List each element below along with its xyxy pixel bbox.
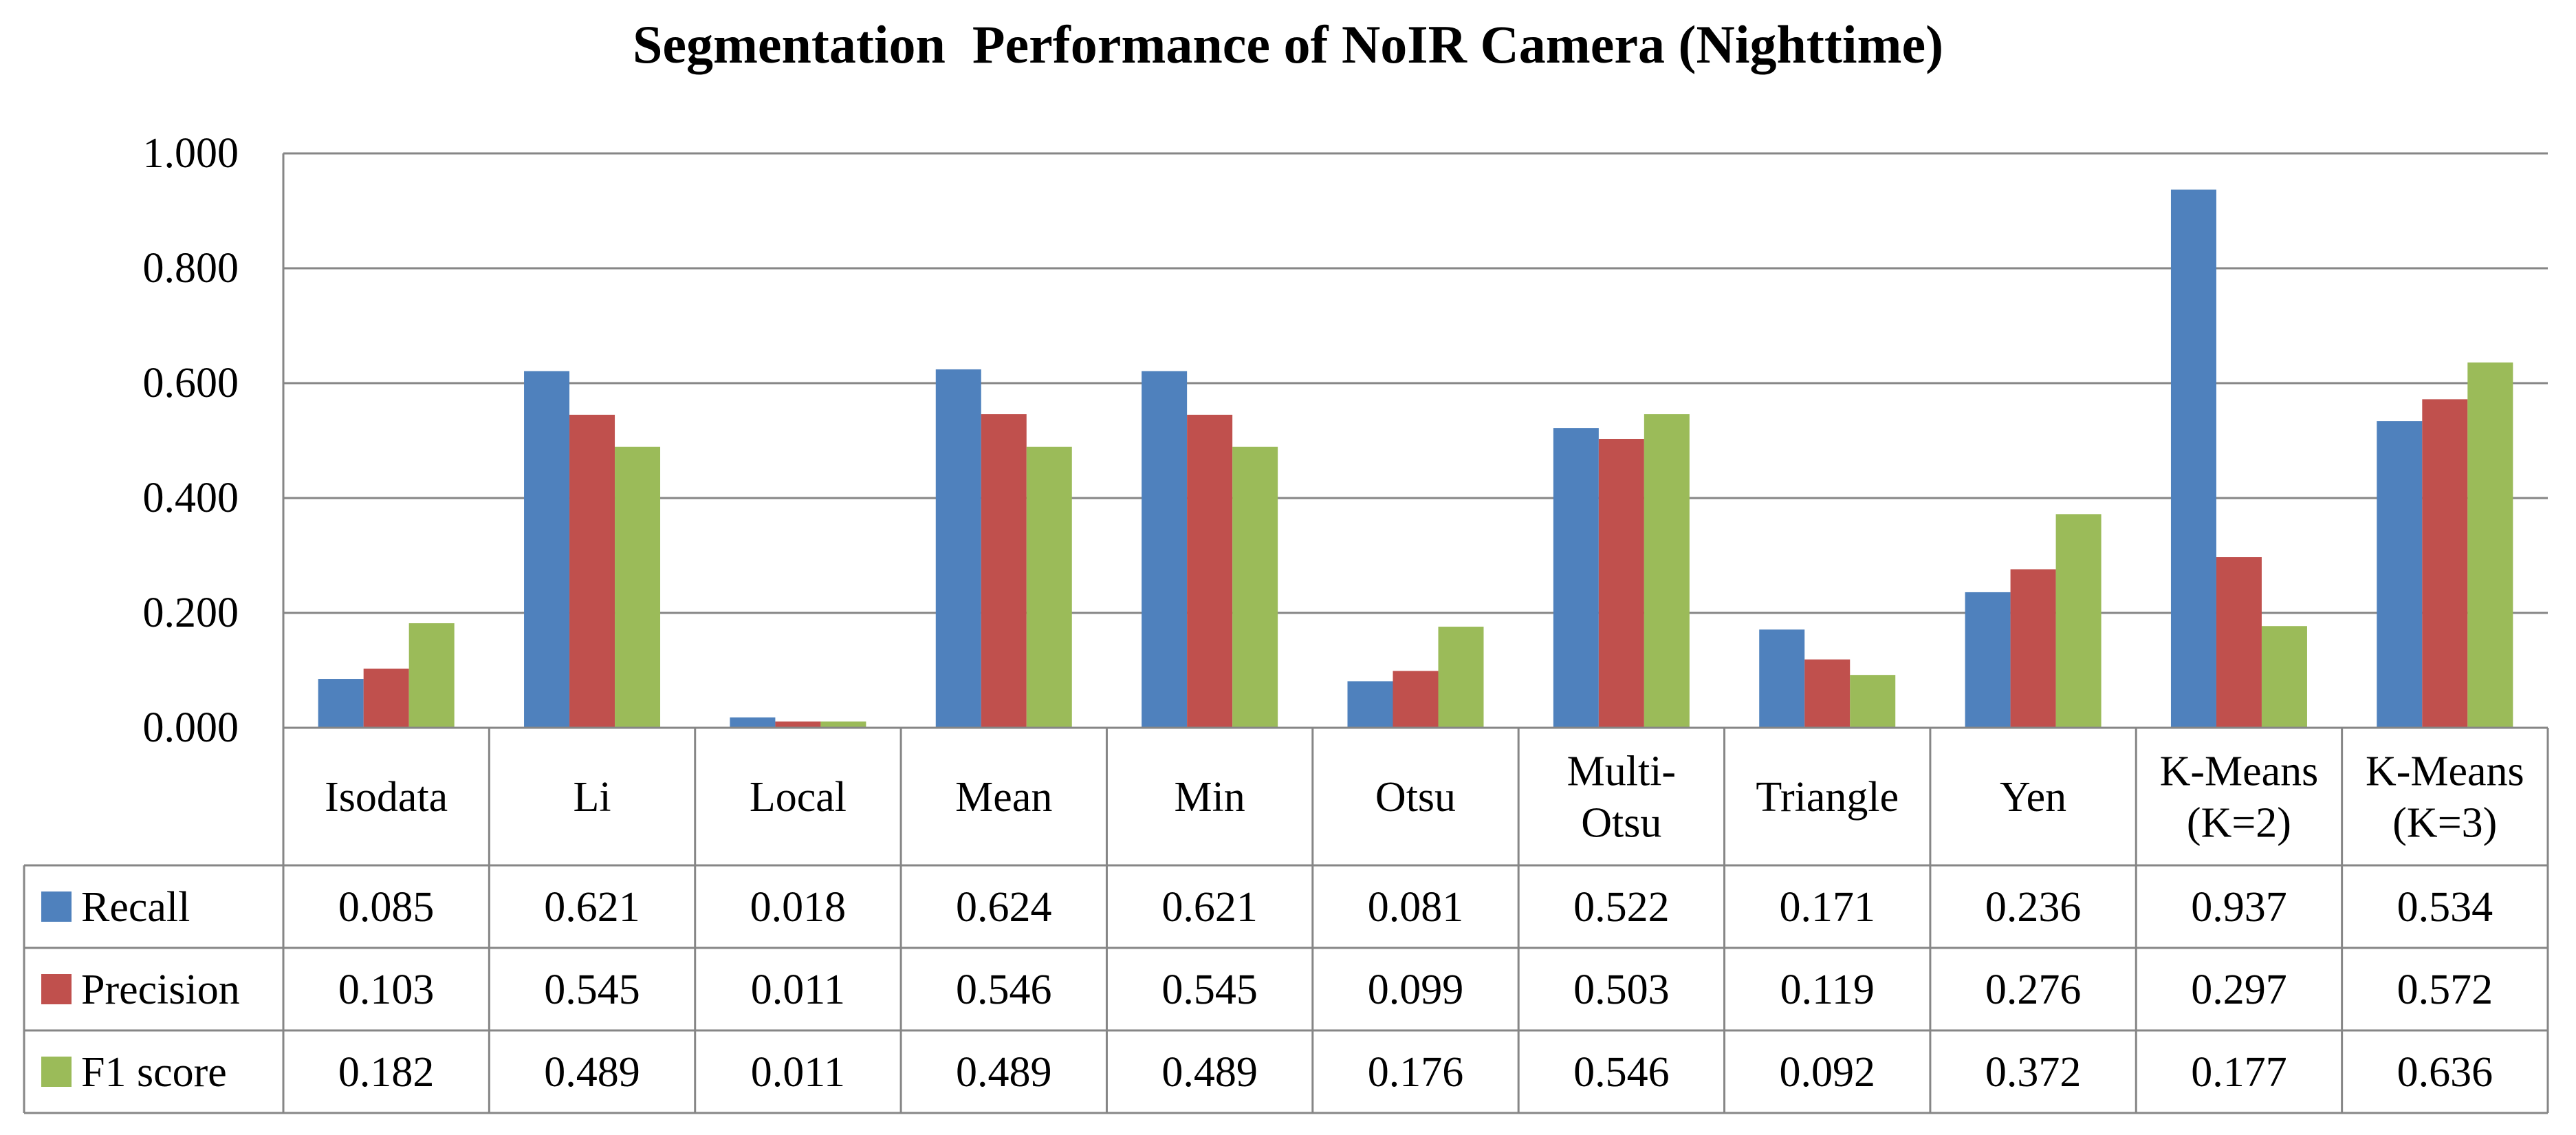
data-label: 0.572 [2397,966,2493,1013]
bar-precision [569,414,615,728]
data-label: 0.624 [956,884,1052,931]
bar-precision [2010,569,2056,728]
bar-recall [1553,428,1599,728]
bar-f1-score [615,446,661,728]
bars [318,189,2513,728]
category-label: Multi-Otsu [1567,748,1676,847]
y-tick-label: 0.400 [143,475,239,521]
data-label: 0.489 [1161,1049,1258,1096]
bar-f1-score [1026,446,1072,728]
data-label: 0.297 [2191,966,2287,1013]
category-label: K-Means (K=2) [2160,748,2319,847]
bar-recall [730,717,776,728]
data-label: 0.534 [2397,884,2493,931]
bar-f1-score [2055,514,2102,728]
data-label: 0.546 [956,966,1052,1013]
legend-label: Precision [81,966,240,1013]
data-label: 0.092 [1779,1049,1875,1096]
bar-f1-score [2467,362,2513,728]
bar-precision [1598,438,1644,728]
y-axis: 0.000 0.200 0.400 0.600 0.800 1.000 [143,130,285,751]
category-label: K-Means (K=3) [2366,748,2524,847]
legend-swatch-recall [41,891,72,922]
bar-precision [2422,399,2468,728]
bar-recall [935,369,981,728]
y-tick-label: 0.000 [143,704,239,751]
bar-recall [2170,189,2216,728]
legend-swatch-f1-score [41,1057,72,1087]
data-label: 0.103 [338,966,435,1013]
y-tick-label: 0.800 [143,245,239,292]
data-label: 0.176 [1368,1049,1464,1096]
bar-f1-score [820,721,866,728]
data-label: 0.236 [1985,884,2082,931]
data-label: 0.636 [2397,1049,2493,1096]
category-label: Isodata [325,774,448,821]
data-label: 0.171 [1779,884,1875,931]
data-label: 0.119 [1780,966,1875,1013]
legend-label: F1 score [81,1049,227,1096]
data-label: 0.621 [544,884,640,931]
bar-recall [1965,592,2011,728]
bar-f1-score [1438,627,1484,728]
bar-f1-score [2261,626,2307,728]
legend-swatch-precision [41,974,72,1004]
data-label: 0.018 [750,884,847,931]
bar-recall [318,679,364,728]
data-label: 0.546 [1573,1049,1670,1096]
category-label: Triangle [1756,774,1899,821]
y-tick-label: 0.200 [143,590,239,636]
bar-recall [2377,421,2423,728]
gridlines [283,152,2548,614]
legend-label: Recall [81,884,190,931]
data-label: 0.177 [2191,1049,2287,1096]
data-label: 0.011 [751,1049,845,1096]
bar-f1-score [1232,446,1278,728]
data-label: 0.372 [1985,1049,2082,1096]
data-label: 0.621 [1161,884,1258,931]
data-label: 0.545 [544,966,640,1013]
data-label: 0.085 [338,884,435,931]
bar-precision [363,668,409,728]
bar-recall [524,371,570,728]
bar-precision [2216,557,2262,728]
data-label: 0.489 [544,1049,640,1096]
y-tick-label: 0.600 [143,360,239,407]
bar-f1-score [408,623,455,728]
data-label: 0.182 [338,1049,435,1096]
bar-precision [1187,414,1233,728]
category-label: Otsu [1375,774,1456,821]
bar-recall [1142,371,1188,728]
bar-recall [1347,681,1393,728]
data-label: 0.937 [2191,884,2287,931]
chart-title: Segmentation Performance of NoIR Camera … [632,14,1944,74]
bar-precision [981,414,1027,728]
bar-precision [1393,671,1439,728]
data-label: 0.081 [1368,884,1464,931]
data-label: 0.489 [956,1049,1052,1096]
category-label: Min [1174,774,1245,821]
category-label: Local [750,774,847,821]
category-label: Li [573,774,611,821]
bar-f1-score [1850,675,1896,728]
bar-precision [775,721,821,728]
bar-recall [1759,629,1805,728]
data-label: 0.099 [1368,966,1464,1013]
data-label: 0.545 [1161,966,1258,1013]
category-label: Mean [955,774,1052,821]
bar-f1-score [1644,414,1690,728]
data-label: 0.276 [1985,966,2082,1013]
bar-precision [1804,659,1851,728]
y-tick-label: 1.000 [143,130,239,177]
data-label: 0.011 [751,966,845,1013]
data-label: 0.522 [1573,884,1670,931]
category-label: Yen [2000,774,2066,821]
data-label: 0.503 [1573,966,1670,1013]
data-table: Isodata Li Local Mean Min Otsu Multi-Otsu Trian… [23,726,2549,1114]
